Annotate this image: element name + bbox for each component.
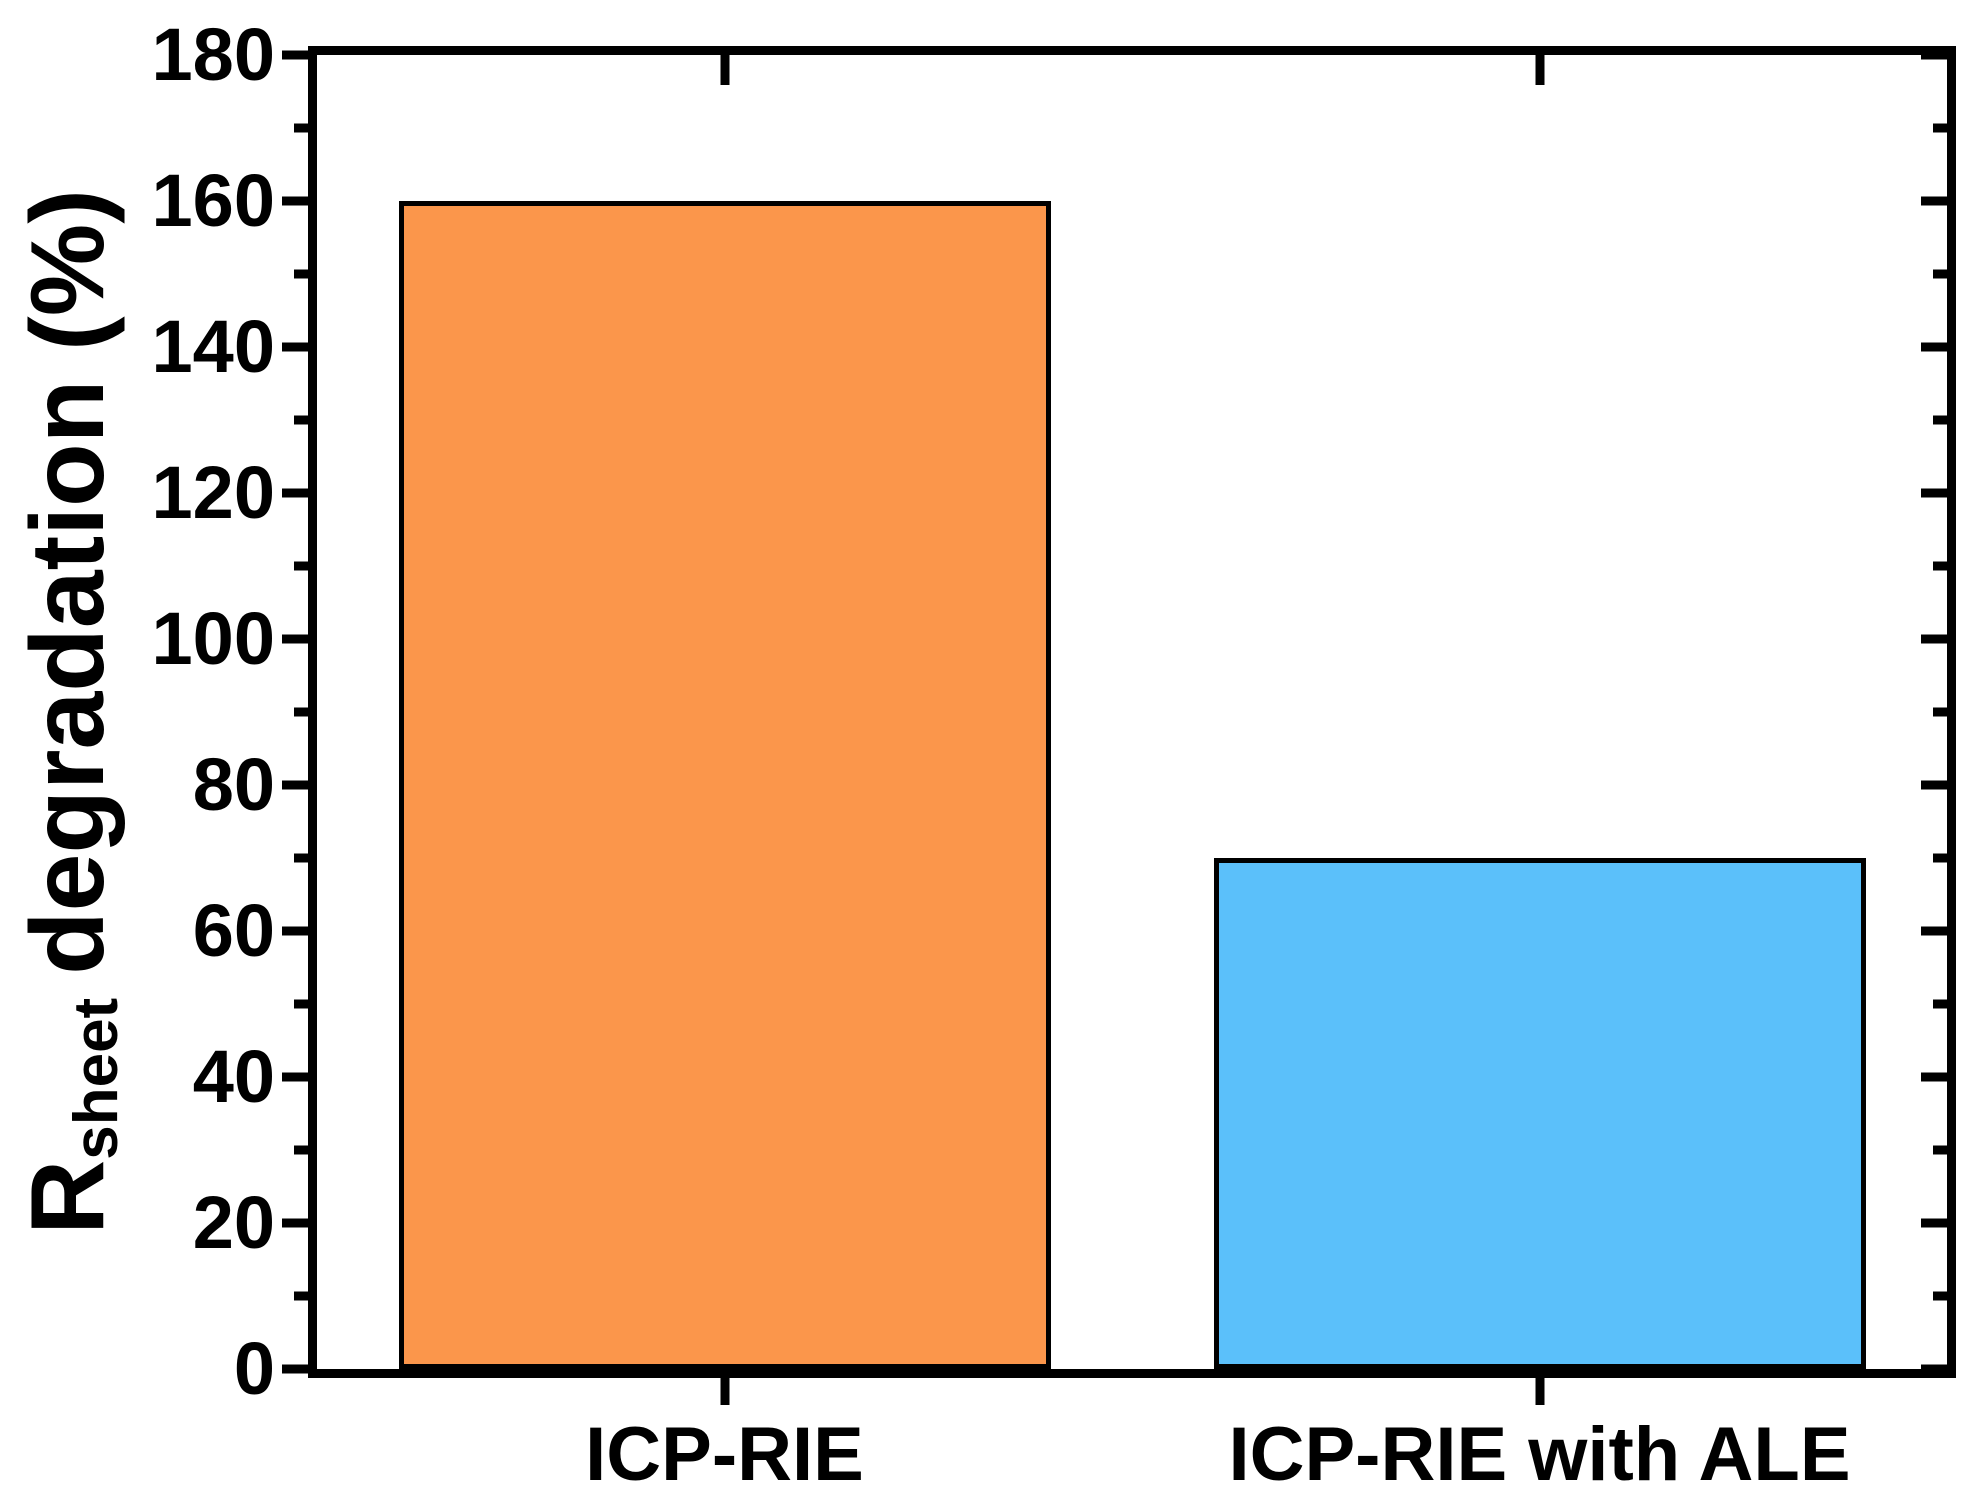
x-tick-mirror — [1535, 55, 1544, 85]
x-tick-label: ICP-RIE — [585, 1412, 864, 1497]
x-tick-mirror — [720, 55, 729, 85]
y-tick-label: 40 — [192, 1035, 275, 1118]
y-tick-label: 140 — [151, 304, 275, 388]
y-axis-title: Rsheet degradation (%) — [10, 189, 131, 1235]
y-major-tick-mirror — [1921, 1218, 1947, 1228]
y-major-tick — [282, 196, 308, 206]
y-tick-label: 180 — [151, 13, 275, 96]
y-minor-tick — [294, 999, 308, 1009]
y-major-tick-mirror — [1921, 1072, 1947, 1082]
bar-icp-rie — [398, 201, 1051, 1369]
y-minor-tick — [294, 707, 308, 717]
y-major-tick-mirror — [1921, 780, 1947, 790]
y-minor-tick-mirror — [1933, 707, 1947, 717]
y-minor-tick — [294, 415, 308, 425]
x-tick — [1535, 1378, 1544, 1405]
y-major-tick-mirror — [1921, 196, 1947, 206]
y-tick-label: 20 — [192, 1180, 275, 1264]
y-minor-tick — [294, 269, 308, 279]
y-major-tick-mirror — [1921, 50, 1947, 60]
y-minor-tick-mirror — [1933, 415, 1947, 425]
y-tick-label: 120 — [151, 451, 275, 534]
plot-area: 0 20 40 60 80 100 120 140 160 180 ICP-RIE ICP-RIE w… — [152, 18, 1956, 1496]
y-major-tick-mirror — [1921, 634, 1947, 644]
x-tick-label: ICP-RIE with ALE — [1228, 1412, 1851, 1497]
y-major-tick — [282, 634, 308, 644]
y-minor-tick — [294, 123, 308, 133]
y-minor-tick-mirror — [1933, 269, 1947, 279]
y-major-tick — [282, 1218, 308, 1228]
y-minor-tick-mirror — [1933, 853, 1947, 863]
y-minor-tick — [294, 1291, 308, 1301]
y-tick-label: 0 — [233, 1327, 275, 1410]
y-axis-title-symbol: R — [10, 1159, 127, 1235]
y-major-tick-mirror — [1921, 926, 1947, 936]
y-minor-tick — [294, 853, 308, 863]
y-axis-title-subscript: sheet — [61, 997, 131, 1160]
y-tick-label: 80 — [192, 743, 275, 826]
y-major-tick — [282, 342, 308, 352]
y-major-tick — [282, 1364, 308, 1374]
y-minor-tick-mirror — [1933, 999, 1947, 1009]
y-major-tick-mirror — [1921, 342, 1947, 352]
y-minor-tick-mirror — [1933, 1291, 1947, 1301]
y-major-tick — [282, 780, 308, 790]
y-major-tick-mirror — [1921, 1364, 1947, 1374]
y-tick-label: 60 — [192, 889, 275, 972]
y-major-tick — [282, 926, 308, 936]
y-axis-title-rest: degradation (%) — [10, 189, 127, 975]
y-minor-tick-mirror — [1933, 561, 1947, 571]
y-minor-tick-mirror — [1933, 123, 1947, 133]
x-tick — [720, 1378, 729, 1405]
y-major-tick — [282, 1072, 308, 1082]
y-tick-label: 160 — [151, 158, 275, 242]
y-minor-tick-mirror — [1933, 1145, 1947, 1155]
bar-icp-rie-with-ale — [1213, 858, 1866, 1369]
y-major-tick-mirror — [1921, 488, 1947, 498]
y-major-tick — [282, 50, 308, 60]
y-tick-label: 100 — [151, 596, 275, 680]
y-minor-tick — [294, 1145, 308, 1155]
y-major-tick — [282, 488, 308, 498]
y-minor-tick — [294, 561, 308, 571]
